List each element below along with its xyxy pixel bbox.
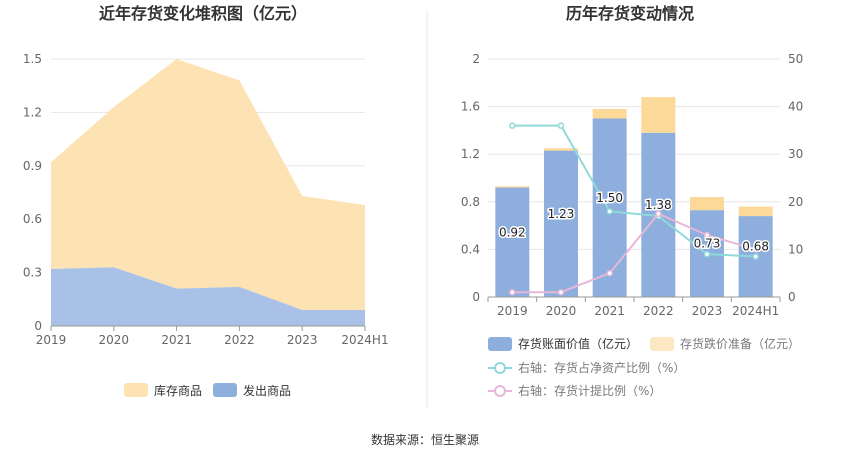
left-chart-stacked-area: 近年存货变化堆积图（亿元） 2019 2020 2021 2022 2023 2024H1… [23,4,389,398]
legend-swatch-book-value [488,337,512,351]
legend-marker-provision-ratio [494,385,506,397]
right-x-tick-label: 2020 [546,304,577,318]
left-x-tick-label: 2019 [36,333,67,347]
line-ratio-net-assets-point [509,122,516,129]
right-chart-bar-line: 历年存货变动情况 0.921.231.501.380.73 0.68 2019 20… [461,4,803,398]
line-ratio-net-assets-point [606,208,613,215]
line-ratio-net-assets-point [703,250,711,258]
bar-impairment [544,148,578,151]
left-x-tick-label: 2024H1 [341,333,388,347]
left-chart-title: 近年存货变化堆积图（亿元） [99,4,307,23]
right-lines [509,122,759,296]
right-x-tick-label: 2024H1 [732,304,779,318]
line-provision-ratio-point [606,269,613,277]
legend-swatch-shipped-goods [213,383,237,397]
legend-label-provision-ratio[interactable]: 右轴：存货计提比例（%） [518,383,661,398]
left-y-tick-label: 1.5 [23,52,42,66]
right-bar-labels: 0.92 1.23 1.50 1.38 0.73 0.68 [497,189,770,255]
left-y-tick-label: 1.2 [23,105,42,119]
right-y-tick-label: 0.8 [461,195,480,209]
right-axes: 2019 2020 2021 2022 2023 2024H100.40.81.21.62… [461,52,803,318]
right-legend: 存货账面价值（亿元） 存货跌价准备（亿元） 右轴：存货占净资产比例（%） 右轴：… [488,336,800,398]
line-provision-ratio-point [703,231,711,239]
right-x-tick-label: 2021 [594,304,625,318]
line-provision-ratio-point [655,210,662,217]
line-ratio-net-assets-point [557,122,565,129]
area-shipped-goods [51,267,365,326]
right-y2-tick-label: 0 [788,290,796,304]
right-chart-title: 历年存货变动情况 [566,4,694,23]
bar-value-label: 0.68 [742,240,769,254]
left-axes: 2019 2020 2021 2022 2023 2024H1 0 0.3 0.6 0.9 1.2 1… [23,52,389,347]
area-inventory-goods [51,59,365,310]
right-x-tick-label: 2022 [643,304,674,318]
data-source: 数据来源：恒生聚源 [371,432,479,447]
legend-swatch-impairment [650,337,674,351]
left-x-tick-label: 2021 [161,333,192,347]
bar-book-value [544,150,578,297]
bar-book-value [592,118,627,297]
right-y-tick-label: 0 [472,290,480,304]
left-y-tick-label: 0.9 [23,159,42,173]
left-y-tick-label: 0.6 [23,212,42,226]
bar-value-label: 0.92 [499,225,526,239]
bar-impairment [495,186,530,188]
right-y-tick-label: 1.2 [461,147,480,161]
legend-label-inventory-goods[interactable]: 库存商品 [154,383,202,398]
right-y2-tick-label: 50 [788,52,803,66]
right-y2-tick-label: 40 [788,100,803,114]
right-grid [488,58,780,250]
right-y2-tick-label: 30 [788,147,803,161]
left-x-tick-label: 2022 [224,333,255,347]
legend-label-book-value[interactable]: 存货账面价值（亿元） [518,336,638,351]
legend-marker-ratio-net-assets [494,362,506,374]
left-y-tick-label: 0 [34,319,42,333]
line-provision-ratio-point [752,246,759,253]
legend-label-impairment[interactable]: 存货跌价准备（亿元） [680,336,800,351]
bar-value-label: 1.23 [548,207,575,221]
right-y2-tick-label: 20 [788,195,803,209]
right-x-tick-label: 2019 [497,304,528,318]
line-provision-ratio-point [557,288,565,296]
left-areas [51,59,365,326]
bar-impairment [738,206,773,217]
legend-label-shipped-goods[interactable]: 发出商品 [243,383,291,398]
bar-impairment [592,108,627,119]
bar-value-label: 1.50 [596,191,623,205]
line-ratio-net-assets-point [752,253,759,260]
right-y-tick-label: 1.6 [461,100,480,114]
right-y-tick-label: 2 [472,52,480,66]
right-y-tick-label: 0.4 [461,242,480,256]
bar-impairment [690,197,724,211]
left-legend: 库存商品 发出商品 [124,383,291,398]
line-ratio-net-assets [512,124,756,258]
bar-impairment [641,97,676,133]
bar-value-label: 0.73 [694,237,721,251]
legend-label-ratio-net-assets[interactable]: 右轴：存货占净资产比例（%） [518,360,685,375]
right-bars [495,97,773,297]
bar-book-value [495,187,530,297]
left-x-tick-label: 2023 [287,333,318,347]
left-x-tick-label: 2020 [99,333,130,347]
line-provision-ratio-point [509,288,516,296]
legend-swatch-inventory-goods [124,383,148,397]
line-provision-ratio [512,212,756,294]
right-y2-tick-label: 10 [788,242,803,256]
left-y-tick-label: 0.3 [23,266,42,280]
right-x-tick-label: 2023 [692,304,723,318]
bar-value-label: 1.38 [645,198,672,212]
